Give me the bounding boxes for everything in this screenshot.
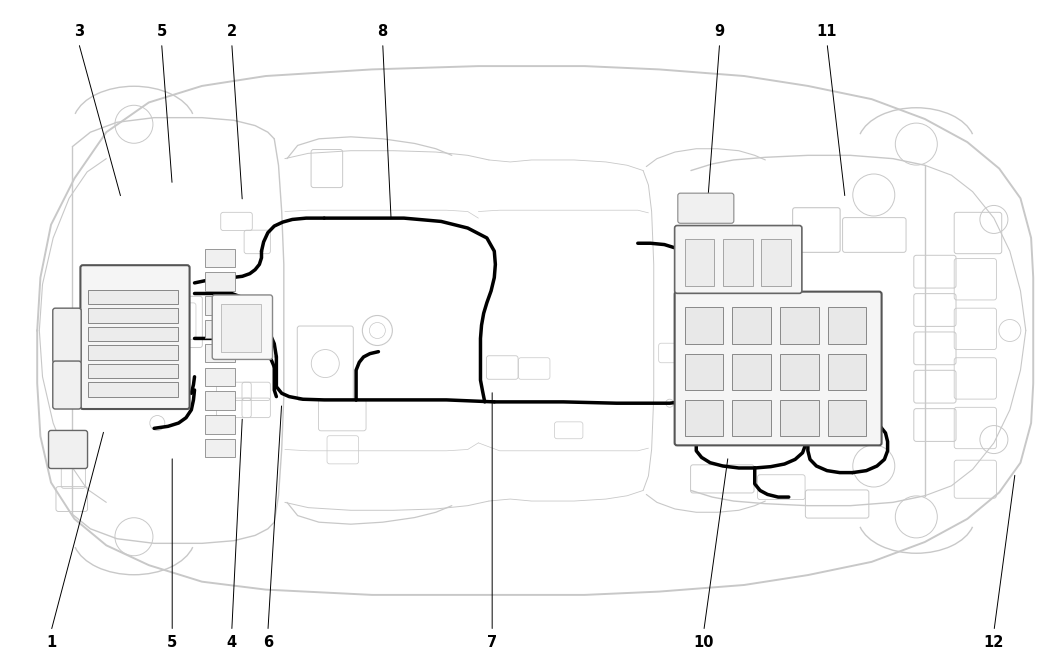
- Bar: [205, 344, 235, 362]
- Bar: [88, 364, 178, 378]
- FancyBboxPatch shape: [678, 193, 733, 223]
- Bar: [685, 400, 723, 436]
- Bar: [828, 400, 866, 436]
- Bar: [205, 391, 235, 410]
- Text: 7: 7: [487, 635, 497, 650]
- Bar: [780, 307, 819, 344]
- Bar: [723, 239, 753, 286]
- Bar: [732, 400, 771, 436]
- Bar: [221, 304, 261, 352]
- Bar: [205, 296, 235, 315]
- Bar: [88, 290, 178, 304]
- FancyBboxPatch shape: [675, 292, 881, 446]
- FancyBboxPatch shape: [675, 225, 802, 293]
- Bar: [88, 382, 178, 397]
- FancyBboxPatch shape: [81, 265, 189, 409]
- FancyBboxPatch shape: [53, 308, 81, 363]
- Bar: [205, 368, 235, 386]
- Bar: [205, 249, 235, 267]
- Bar: [88, 327, 178, 341]
- Bar: [88, 308, 178, 323]
- Text: 12: 12: [983, 635, 1005, 650]
- Bar: [205, 320, 235, 338]
- Text: 9: 9: [714, 24, 725, 39]
- Text: 3: 3: [73, 24, 84, 39]
- FancyBboxPatch shape: [213, 295, 272, 360]
- Bar: [780, 400, 819, 436]
- Bar: [685, 307, 723, 344]
- Text: 10: 10: [693, 635, 714, 650]
- FancyBboxPatch shape: [53, 361, 81, 409]
- Bar: [761, 239, 791, 286]
- Text: 6: 6: [263, 635, 273, 650]
- Bar: [685, 354, 723, 390]
- Bar: [205, 415, 235, 434]
- Bar: [828, 354, 866, 390]
- Text: 1: 1: [46, 635, 56, 650]
- Bar: [732, 307, 771, 344]
- Text: 5: 5: [167, 635, 178, 650]
- Bar: [780, 354, 819, 390]
- Bar: [732, 354, 771, 390]
- Text: 11: 11: [816, 24, 838, 39]
- Text: 4: 4: [226, 635, 237, 650]
- Text: 2: 2: [226, 24, 237, 39]
- Text: 8: 8: [377, 24, 388, 39]
- Bar: [685, 239, 714, 286]
- Bar: [828, 307, 866, 344]
- Bar: [205, 439, 235, 457]
- Bar: [88, 345, 178, 360]
- Text: 5: 5: [156, 24, 167, 39]
- FancyBboxPatch shape: [49, 430, 87, 469]
- Bar: [205, 272, 235, 291]
